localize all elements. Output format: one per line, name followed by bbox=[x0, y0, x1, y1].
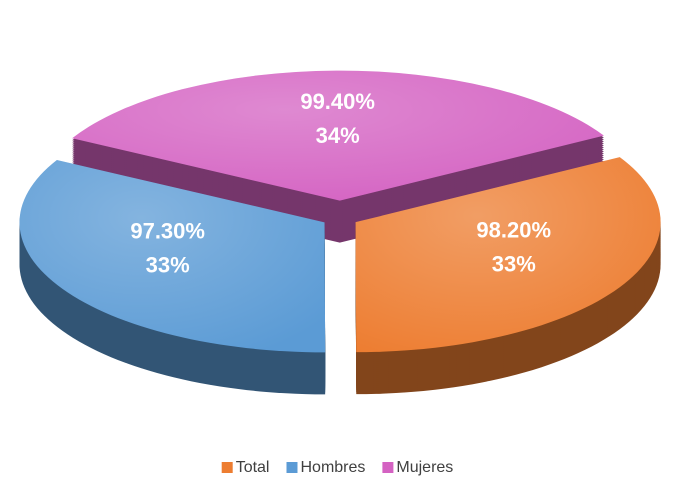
value-label: 99.40% bbox=[300, 89, 375, 114]
labels: 98.20% 33% 97.30% 33% 99.40% 34% bbox=[130, 89, 551, 278]
legend-label: Mujeres bbox=[396, 459, 453, 476]
percent-label: 33% bbox=[492, 252, 536, 277]
legend-swatch bbox=[221, 462, 233, 473]
value-label: 98.20% bbox=[476, 218, 551, 243]
legend-swatch bbox=[286, 462, 298, 473]
percent-label: 34% bbox=[316, 123, 360, 148]
legend: Total Hombres Mujeres bbox=[221, 459, 453, 476]
slice-shine bbox=[72, 70, 604, 201]
legend-label: Hombres bbox=[300, 459, 365, 476]
slice-shine bbox=[19, 160, 326, 353]
legend-swatch bbox=[382, 462, 394, 473]
pie bbox=[19, 70, 661, 395]
percent-label: 33% bbox=[146, 253, 190, 278]
slice-shine bbox=[355, 157, 661, 353]
legend-label: Total bbox=[236, 459, 270, 476]
value-label: 97.30% bbox=[130, 219, 205, 244]
